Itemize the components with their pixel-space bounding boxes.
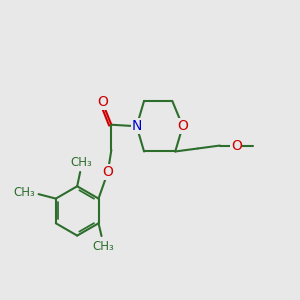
Text: O: O bbox=[97, 95, 108, 110]
Text: CH₃: CH₃ bbox=[14, 186, 36, 199]
Text: O: O bbox=[177, 119, 188, 133]
Text: CH₃: CH₃ bbox=[92, 240, 114, 253]
Text: O: O bbox=[231, 139, 242, 152]
Text: N: N bbox=[131, 119, 142, 133]
Text: O: O bbox=[102, 165, 113, 179]
Text: CH₃: CH₃ bbox=[71, 156, 92, 169]
